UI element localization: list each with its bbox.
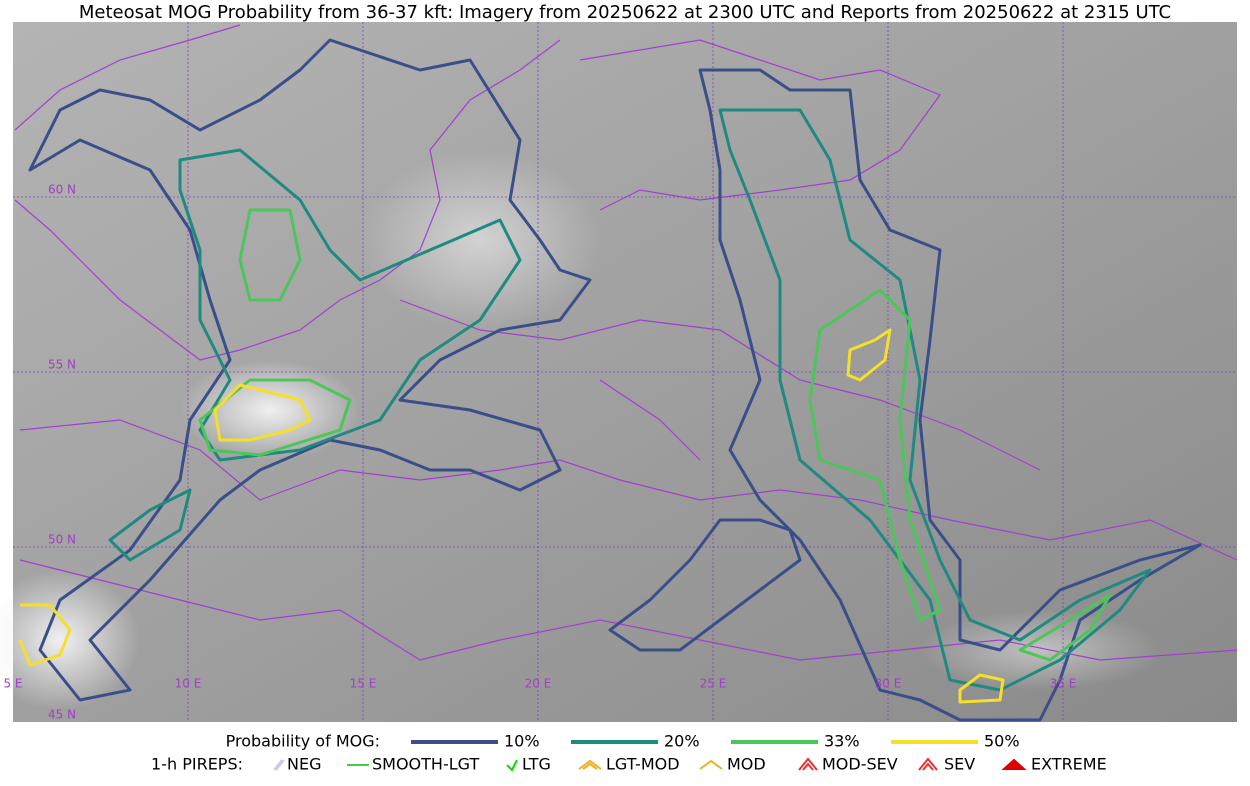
- cloud: [920, 610, 1160, 690]
- longitude-label: 30 E: [875, 677, 902, 691]
- legend-label: 10%: [504, 732, 540, 751]
- longitude-label: 25 E: [700, 677, 727, 691]
- longitude-label: 5 E: [3, 677, 22, 691]
- legend-label: NEG: [287, 755, 321, 774]
- pirep-icon: [578, 759, 602, 770]
- pirep-icon: [798, 757, 818, 771]
- longitude-label: 10 E: [175, 677, 202, 691]
- map-title: Meteosat MOG Probability from 36-37 kft:…: [79, 2, 1171, 23]
- pirep-icon: [1001, 758, 1027, 770]
- pirep-icon: [699, 759, 723, 770]
- legend-label: 50%: [984, 732, 1020, 751]
- legend-label: 33%: [824, 732, 860, 751]
- coastlines: [14, 24, 1238, 661]
- legend-label: SEV: [944, 755, 975, 774]
- latitude-label: 60 N: [48, 183, 76, 197]
- cloud: [360, 150, 600, 330]
- legend-label: LTG: [522, 755, 551, 774]
- legend-label: EXTREME: [1031, 755, 1107, 774]
- legend-heading: Probability of MOG:: [226, 732, 380, 751]
- latitude-label: 55 N: [48, 358, 76, 372]
- contours: [18, 38, 1202, 722]
- legend-label: 20%: [664, 732, 700, 751]
- longitude-label: 20 E: [525, 677, 552, 691]
- pirep-icon: [506, 759, 518, 772]
- pirep-icon: [918, 757, 938, 771]
- legend-heading: 1-h PIREPS:: [151, 755, 243, 774]
- legend-label: MOD-SEV: [822, 755, 898, 774]
- satellite-map: 5 E 10 E 15 E 20 E 25 E 30 E 35 E 60 N 55 N 50 N 4…: [0, 22, 1238, 722]
- legend-label: SMOOTH-LGT: [372, 755, 479, 774]
- graticule: [13, 22, 1237, 722]
- legend-label: MOD: [727, 755, 766, 774]
- pirep-icon: [273, 759, 285, 771]
- latitude-label: 45 N: [48, 708, 76, 722]
- longitude-label: 35 E: [1050, 677, 1077, 691]
- legend: Probability of MOG: 10% 20% 33% 50% 1-h PIREP…: [151, 732, 1107, 774]
- latitude-label: 50 N: [48, 533, 76, 547]
- legend-label: LGT-MOD: [606, 755, 680, 774]
- longitude-label: 15 E: [350, 677, 377, 691]
- cloud: [180, 360, 360, 460]
- graticule-labels: 5 E 10 E 15 E 20 E 25 E 30 E 35 E 60 N 55 N 50 N 4…: [3, 183, 1076, 722]
